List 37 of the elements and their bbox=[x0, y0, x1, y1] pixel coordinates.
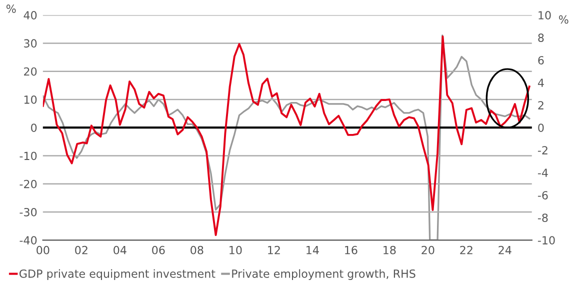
y-tick-label: -10 bbox=[20, 152, 37, 160]
y2-axis-title: % bbox=[558, 15, 568, 24]
y2-tick-label: 0 bbox=[538, 124, 544, 132]
y2-tick-label: 2 bbox=[538, 101, 544, 110]
y-tick-label: 20 bbox=[24, 67, 37, 76]
x-tick-label: 24 bbox=[498, 246, 512, 254]
y-tick-label: 10 bbox=[24, 95, 37, 104]
y-tick-label: 40 bbox=[24, 11, 37, 20]
x-tick-label: 00 bbox=[36, 246, 50, 254]
y2-tick-label: -2 bbox=[538, 146, 548, 154]
y2-tick-label: 8 bbox=[538, 34, 544, 42]
y2-tick-label: 10 bbox=[538, 11, 551, 20]
y2-tick-label: -6 bbox=[538, 191, 548, 200]
x-tick-label: 16 bbox=[345, 246, 358, 254]
x-tick-label: 12 bbox=[268, 246, 280, 254]
y-tick-label: -20 bbox=[20, 180, 37, 188]
y-tick-label: 0 bbox=[31, 124, 37, 132]
y-tick-label: -40 bbox=[20, 236, 37, 244]
y2-tick-label: 6 bbox=[538, 56, 544, 64]
y-tick-label: 30 bbox=[24, 39, 37, 48]
y2-tick-label: -10 bbox=[538, 236, 555, 244]
x-tick-label: 06 bbox=[152, 246, 165, 254]
x-tick-label: 04 bbox=[114, 246, 126, 254]
y2-tick-label: -8 bbox=[538, 214, 548, 222]
y-axis-title: % bbox=[6, 4, 16, 13]
y-tick-label: -30 bbox=[20, 208, 37, 216]
x-tick-label: 22 bbox=[460, 246, 472, 254]
x-tick-label: 02 bbox=[75, 246, 88, 254]
x-tick-label: 08 bbox=[190, 246, 204, 254]
y2-tick-label: 4 bbox=[538, 78, 544, 87]
legend-label: Private employment growth, RHS bbox=[232, 269, 416, 280]
x-tick-label: 20 bbox=[422, 246, 434, 254]
x-tick-label: 10 bbox=[230, 246, 242, 254]
legend-label: GDP private equipment investment bbox=[20, 269, 216, 280]
x-tick-label: 14 bbox=[306, 246, 319, 254]
y2-tick-label: -4 bbox=[538, 168, 548, 177]
x-tick-label: 18 bbox=[384, 246, 396, 254]
